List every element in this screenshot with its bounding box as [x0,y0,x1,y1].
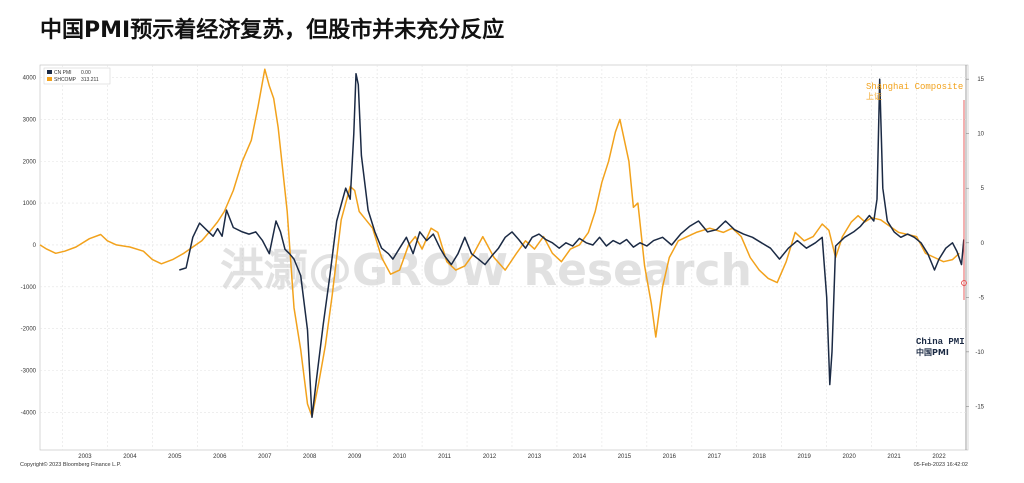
x-tick-label: 2009 [348,454,362,460]
left-tick-label: -3000 [21,368,37,374]
right-tick-label: -15 [975,404,984,410]
right-tick-label: -10 [975,350,984,356]
left-tick-label: 3000 [23,117,37,123]
x-tick-label: 2006 [213,454,227,460]
x-tick-label: 2021 [887,454,901,460]
legend-box [43,67,111,85]
footer-date: 05-Feb-2023 16:42:02 [914,462,968,468]
x-tick-label: 2007 [258,454,272,460]
annotation-shanghai-cn: 上证 [866,92,882,101]
x-tick-label: 2012 [483,454,497,460]
right-axis: 15 10 5 0 -5 -10 -15 [966,77,985,410]
x-tick-label: 2022 [932,454,946,460]
legend-value-pmi: 0.00 [81,70,91,76]
annotation-pmi-cn: 中国PMI [916,347,949,357]
x-tick-label: 2018 [753,454,767,460]
x-tick-label: 2005 [168,454,182,460]
x-tick-label: 2019 [797,454,811,460]
legend-label-shcomp: SHCOMP [54,77,77,83]
x-tick-label: 2011 [438,454,452,460]
left-tick-label: 0 [33,243,37,249]
end-marker [961,280,967,286]
right-tick-label: 10 [977,132,984,138]
x-tick-label: 2020 [842,454,856,460]
x-tick-label: 2008 [303,454,317,460]
right-tick-label: 15 [977,77,984,83]
right-tick-label: 5 [981,186,985,192]
left-tick-label: -1000 [21,285,37,291]
x-tick-label: 2003 [78,454,92,460]
series-line-shcomp [39,68,960,418]
page-title: 中国PMI预示着经济复苏，但股市并未充分反应 [40,18,505,43]
legend-value-shcomp: 313.211 [81,77,99,83]
left-tick-label: 1000 [23,201,37,207]
series-layer [39,68,965,419]
series-line-cn-pmi [179,72,965,419]
left-tick-label: -2000 [21,327,37,333]
left-tick-label: 2000 [23,159,37,165]
x-tick-label: 2017 [708,454,722,460]
legend-label-pmi: CN PMI [54,70,72,76]
x-tick-label: 2010 [393,454,407,460]
right-tick-label: -5 [979,295,985,301]
left-tick-label: 4000 [23,76,37,82]
legend-swatch-shcomp [47,77,52,81]
x-tick-label: 2014 [573,454,587,460]
plot-frame [39,64,969,451]
right-tick-label: 0 [981,241,985,247]
legend-swatch-pmi [47,70,52,74]
annotation-pmi-en: China PMI [916,337,965,347]
x-tick-label: 2016 [663,454,677,460]
legend: CN PMI 0.00 SHCOMP 313.211 [43,67,111,85]
left-axis: 4000 3000 2000 1000 0 -1000 -2000 -3000 -4000 [21,76,37,417]
x-tick-label: 2013 [528,454,542,460]
annotation-shanghai-en: Shanghai Composite [866,82,963,92]
x-tick-label: 2004 [123,454,137,460]
x-axis: 2003 2004 2005 2006 2007 2008 2009 2010 2011 2012… [78,454,946,460]
left-tick-label: -4000 [21,410,37,416]
footer-copyright: Copyright© 2023 Bloomberg Finance L.P. [20,461,122,468]
x-tick-label: 2015 [618,454,632,460]
